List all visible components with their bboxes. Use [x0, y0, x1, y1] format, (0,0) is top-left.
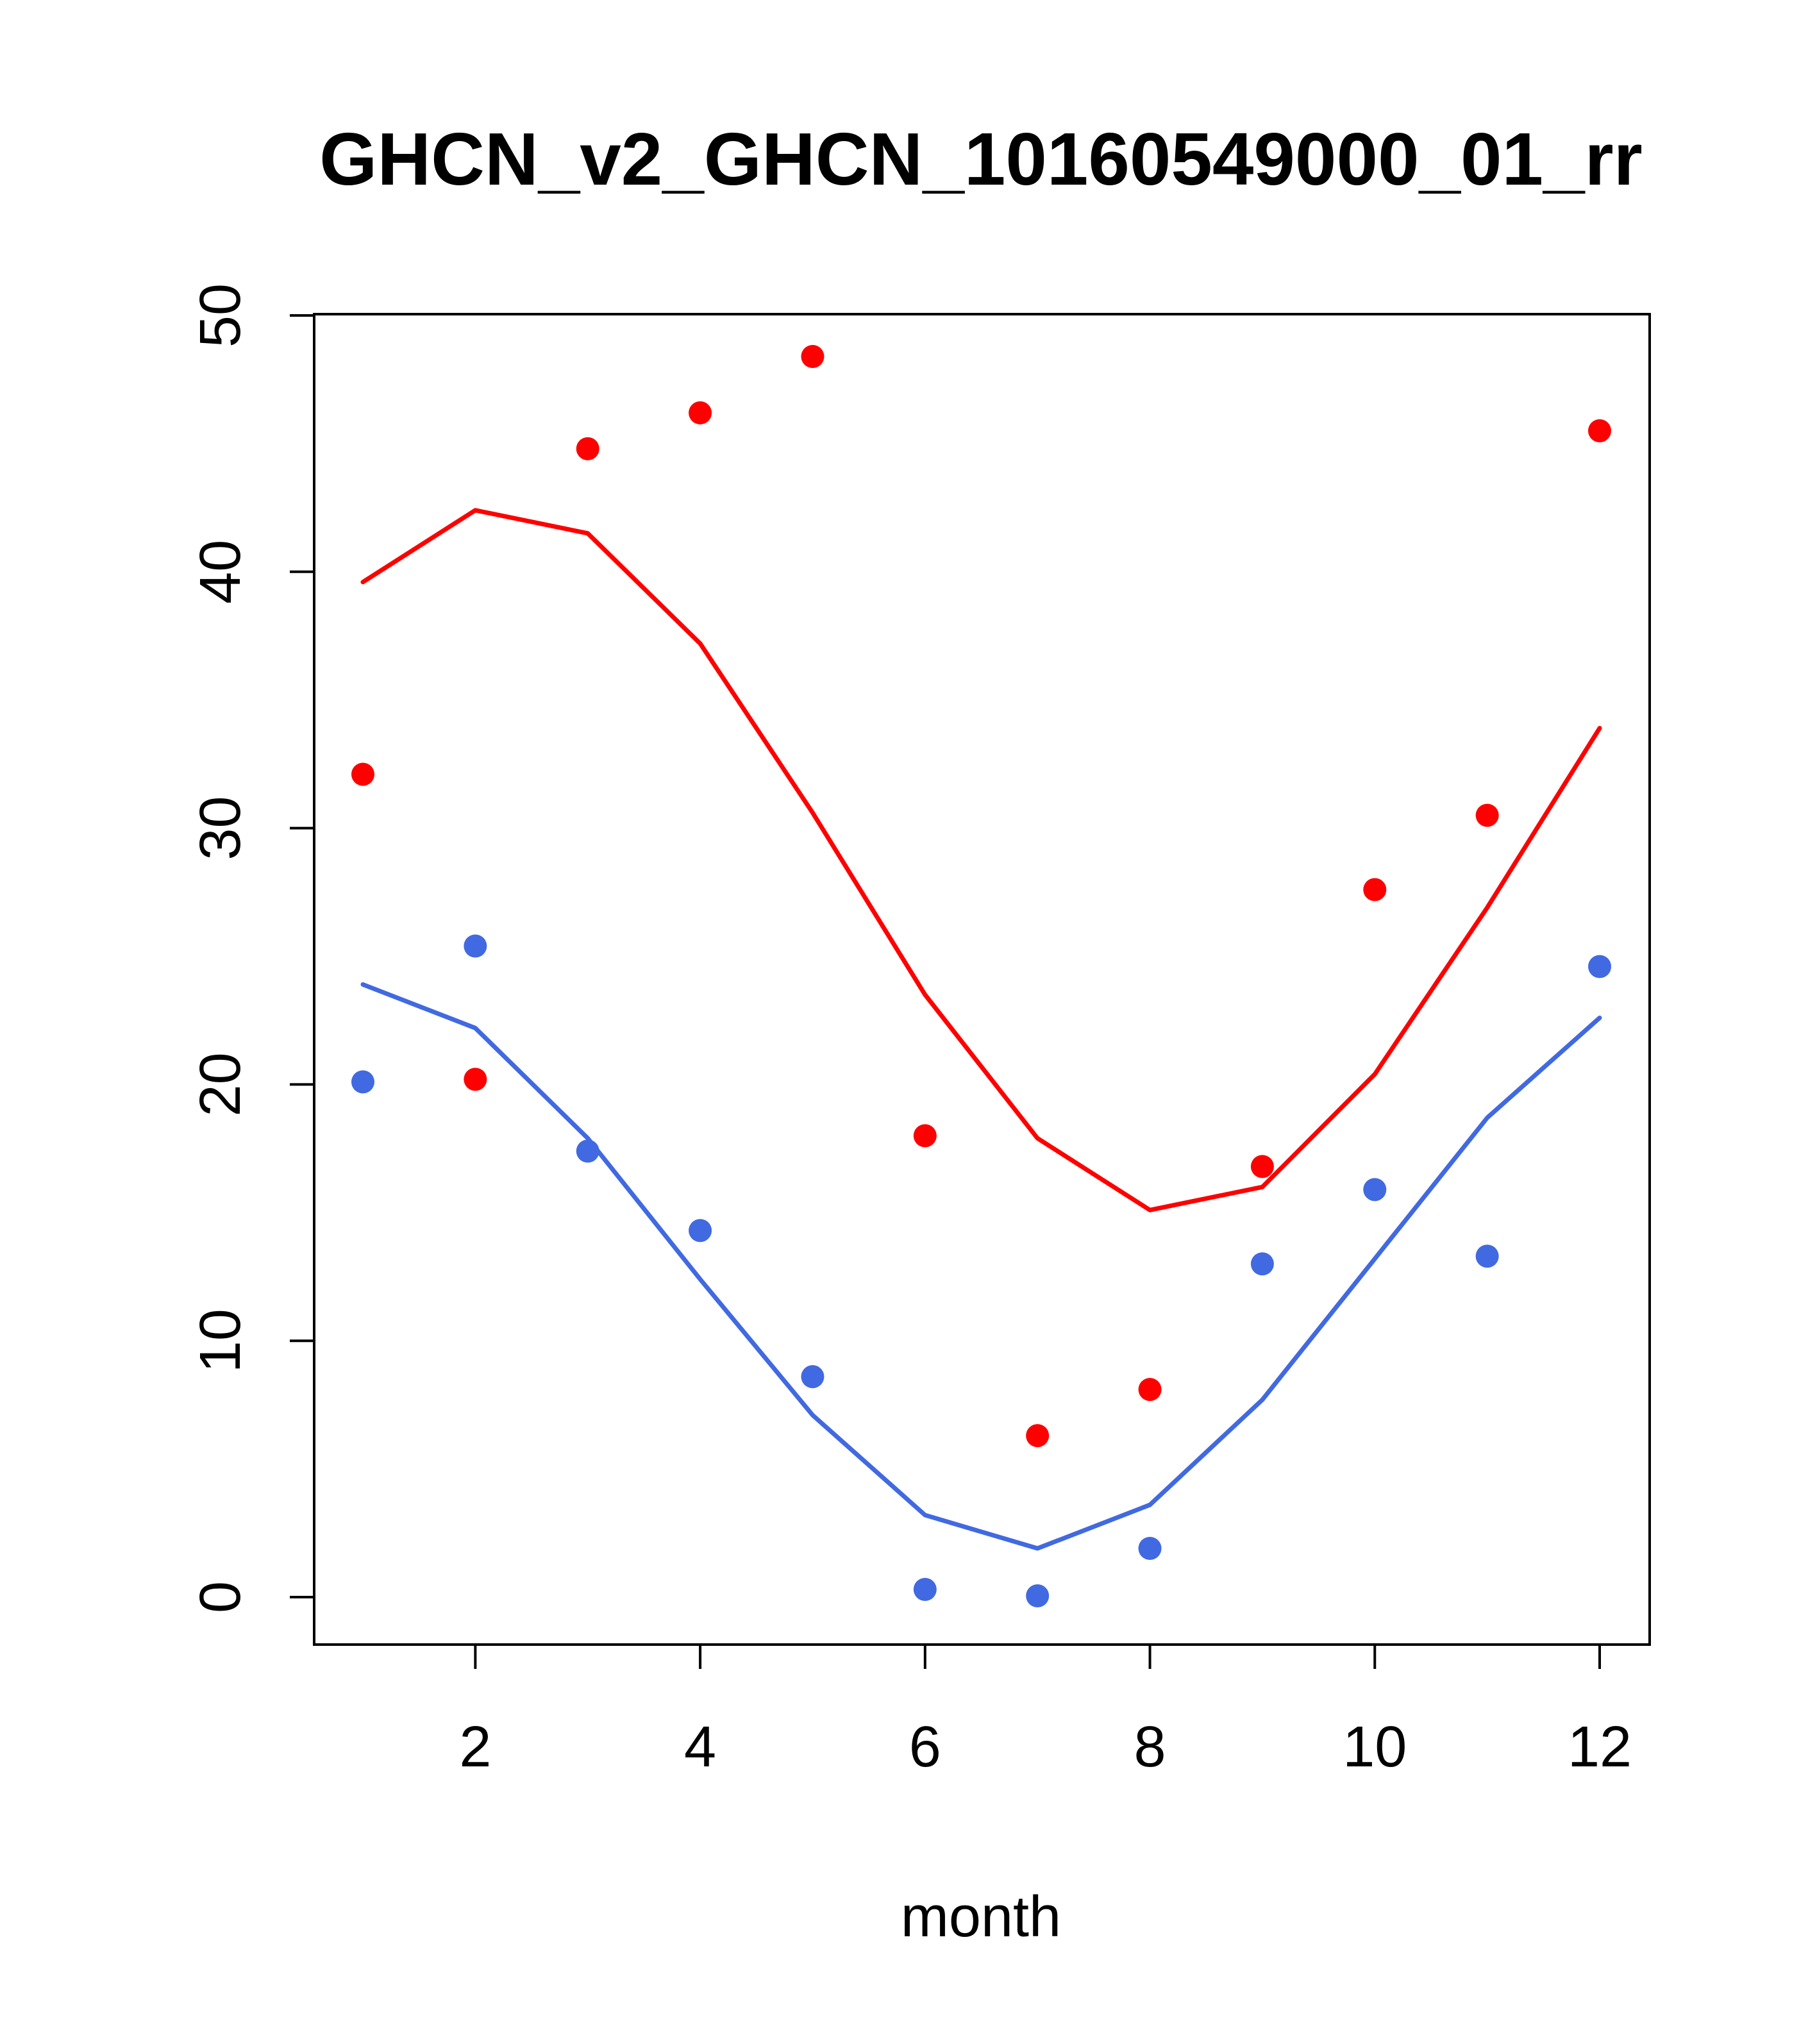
y-tick-label: 30	[188, 796, 253, 860]
y-tick-label: 50	[188, 283, 253, 348]
x-axis-label: month	[901, 1885, 1061, 1949]
blue-point	[1475, 1244, 1499, 1268]
blue-point	[1138, 1537, 1162, 1561]
x-tick-label: 6	[909, 1715, 941, 1779]
y-tick-label: 10	[188, 1309, 253, 1373]
series-layer	[351, 344, 1611, 1608]
red-line	[360, 508, 1602, 1212]
red-point	[1138, 1378, 1162, 1402]
red-point	[1588, 419, 1611, 442]
red-point	[801, 344, 825, 368]
blue-point	[464, 934, 487, 958]
red-point	[1026, 1424, 1050, 1448]
y-tick-label: 0	[188, 1581, 253, 1613]
red-point	[1475, 803, 1499, 827]
x-tick-label: 2	[459, 1715, 491, 1779]
y-tick-label: 40	[188, 540, 253, 604]
blue-point	[1588, 955, 1611, 978]
red-point	[1250, 1155, 1274, 1178]
blue-point	[913, 1578, 937, 1602]
blue-point	[801, 1365, 825, 1389]
blue-point	[1363, 1178, 1387, 1202]
x-tick-label: 12	[1568, 1715, 1632, 1779]
blue-point	[351, 1070, 374, 1094]
red-point	[351, 762, 374, 786]
blue-line	[360, 982, 1602, 1551]
x-tick-label: 8	[1134, 1715, 1166, 1779]
red-point	[689, 401, 712, 424]
red-point	[576, 437, 599, 460]
red-point	[1363, 878, 1387, 901]
y-axis: 0 10 20 30 40 50	[188, 283, 315, 1613]
chart-title: GHCN_v2_GHCN_10160549000_01_rr	[319, 117, 1643, 201]
y-tick-label: 20	[188, 1052, 253, 1116]
blue-point	[1026, 1584, 1050, 1608]
x-axis: 2 4 6 8 10 12	[459, 1643, 1632, 1779]
blue-point	[1250, 1252, 1274, 1276]
red-point	[913, 1124, 937, 1148]
blue-point	[689, 1219, 712, 1243]
x-tick-label: 4	[684, 1715, 716, 1779]
x-tick-label: 10	[1343, 1715, 1407, 1779]
red-point	[464, 1068, 487, 1091]
plot-frame	[313, 313, 1651, 1646]
